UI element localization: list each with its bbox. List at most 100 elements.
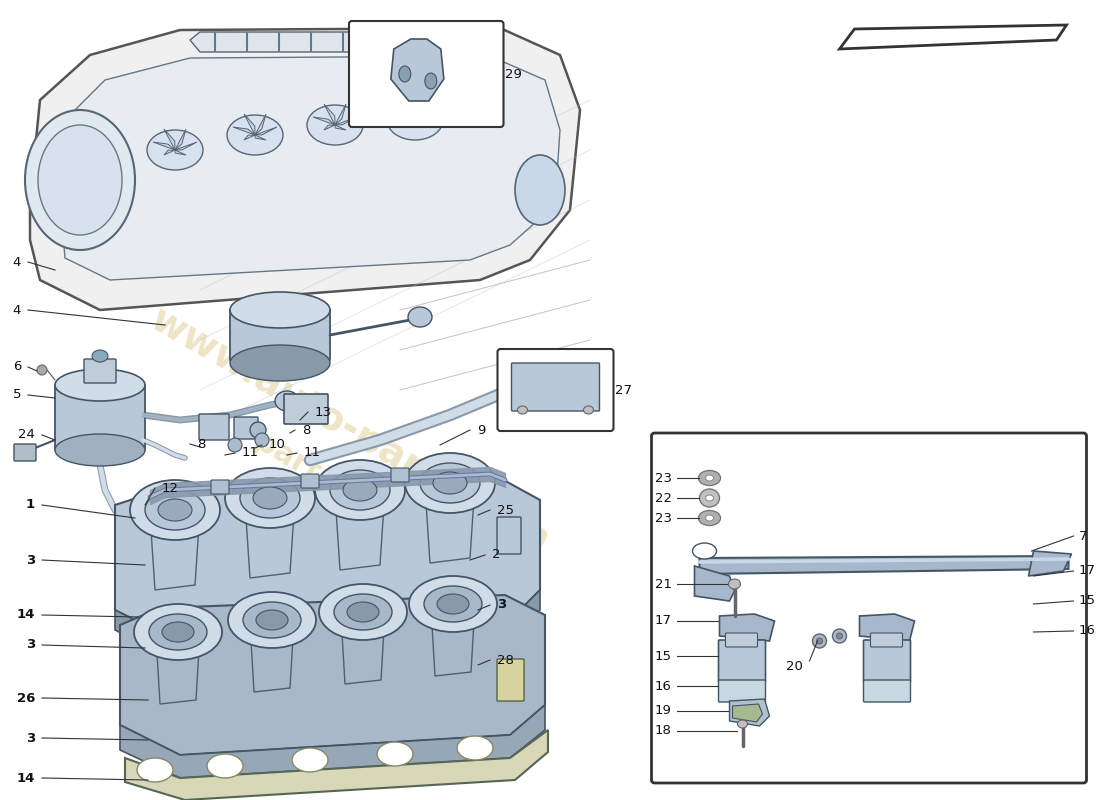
Ellipse shape: [698, 470, 720, 486]
Polygon shape: [30, 28, 580, 310]
Ellipse shape: [728, 579, 740, 589]
Polygon shape: [404, 99, 415, 120]
Ellipse shape: [138, 758, 173, 782]
Ellipse shape: [816, 638, 823, 644]
Text: parts since 1985: parts since 1985: [249, 426, 510, 594]
Polygon shape: [255, 135, 266, 140]
Polygon shape: [404, 120, 415, 125]
Polygon shape: [156, 632, 200, 704]
Polygon shape: [324, 125, 336, 130]
Polygon shape: [839, 25, 1067, 49]
Ellipse shape: [55, 434, 145, 466]
Text: 6: 6: [12, 361, 21, 374]
Ellipse shape: [405, 453, 495, 513]
Text: 3: 3: [497, 598, 506, 611]
Polygon shape: [324, 104, 336, 125]
Polygon shape: [336, 117, 358, 125]
Ellipse shape: [456, 736, 493, 760]
Ellipse shape: [227, 115, 283, 155]
Polygon shape: [150, 510, 200, 590]
Ellipse shape: [705, 515, 714, 521]
Ellipse shape: [307, 105, 363, 145]
Polygon shape: [415, 112, 437, 120]
Text: 1: 1: [26, 498, 35, 511]
Ellipse shape: [250, 422, 266, 438]
Ellipse shape: [275, 391, 299, 411]
Ellipse shape: [253, 487, 287, 509]
FancyBboxPatch shape: [512, 363, 600, 411]
Text: 5: 5: [12, 389, 21, 402]
Polygon shape: [425, 483, 475, 563]
FancyBboxPatch shape: [864, 640, 911, 682]
Ellipse shape: [130, 480, 220, 540]
Ellipse shape: [813, 634, 826, 648]
Polygon shape: [733, 704, 762, 722]
Polygon shape: [1028, 551, 1071, 576]
Polygon shape: [244, 114, 255, 135]
Ellipse shape: [162, 622, 194, 642]
Ellipse shape: [737, 720, 748, 728]
FancyBboxPatch shape: [864, 680, 911, 702]
Ellipse shape: [255, 433, 270, 447]
Polygon shape: [175, 142, 197, 150]
Ellipse shape: [228, 438, 242, 452]
Polygon shape: [230, 295, 330, 375]
Text: 24: 24: [18, 429, 35, 442]
Text: 14: 14: [16, 609, 35, 622]
Text: 22: 22: [654, 491, 671, 505]
Ellipse shape: [515, 155, 565, 225]
Text: 7: 7: [1078, 530, 1087, 542]
Text: 3: 3: [25, 554, 35, 566]
Text: 25: 25: [497, 503, 514, 517]
FancyBboxPatch shape: [349, 21, 504, 127]
FancyBboxPatch shape: [234, 417, 258, 439]
Ellipse shape: [145, 490, 205, 530]
Polygon shape: [729, 699, 770, 726]
Polygon shape: [164, 150, 175, 155]
Text: 3: 3: [25, 731, 35, 745]
Ellipse shape: [343, 479, 377, 501]
FancyBboxPatch shape: [870, 633, 902, 647]
Ellipse shape: [424, 586, 482, 622]
Text: 23: 23: [654, 511, 671, 525]
Ellipse shape: [158, 499, 192, 521]
Ellipse shape: [148, 614, 207, 650]
Polygon shape: [175, 150, 186, 155]
Ellipse shape: [583, 406, 594, 414]
Polygon shape: [245, 498, 295, 578]
Ellipse shape: [240, 478, 300, 518]
Ellipse shape: [334, 594, 392, 630]
Polygon shape: [60, 56, 560, 280]
FancyBboxPatch shape: [301, 474, 319, 488]
Polygon shape: [164, 129, 175, 150]
Polygon shape: [719, 614, 774, 641]
Polygon shape: [341, 612, 385, 684]
Ellipse shape: [408, 307, 432, 327]
Polygon shape: [125, 730, 548, 800]
Text: 23: 23: [654, 471, 671, 485]
Text: 13: 13: [315, 406, 332, 418]
Ellipse shape: [346, 602, 380, 622]
Text: 14: 14: [16, 771, 35, 785]
FancyBboxPatch shape: [390, 468, 409, 482]
Ellipse shape: [37, 365, 47, 375]
FancyBboxPatch shape: [497, 659, 524, 701]
Ellipse shape: [700, 489, 719, 507]
Ellipse shape: [243, 602, 301, 638]
Ellipse shape: [409, 576, 497, 632]
Ellipse shape: [226, 468, 315, 528]
Text: 3: 3: [25, 638, 35, 651]
FancyBboxPatch shape: [199, 414, 229, 440]
FancyBboxPatch shape: [718, 680, 766, 702]
Polygon shape: [431, 604, 475, 676]
Ellipse shape: [134, 604, 222, 660]
FancyBboxPatch shape: [284, 394, 328, 424]
Ellipse shape: [705, 495, 714, 501]
Ellipse shape: [230, 292, 330, 328]
Polygon shape: [250, 620, 294, 692]
Ellipse shape: [330, 470, 390, 510]
Polygon shape: [859, 614, 914, 641]
Polygon shape: [314, 117, 336, 125]
Polygon shape: [233, 127, 255, 135]
Polygon shape: [120, 595, 544, 755]
